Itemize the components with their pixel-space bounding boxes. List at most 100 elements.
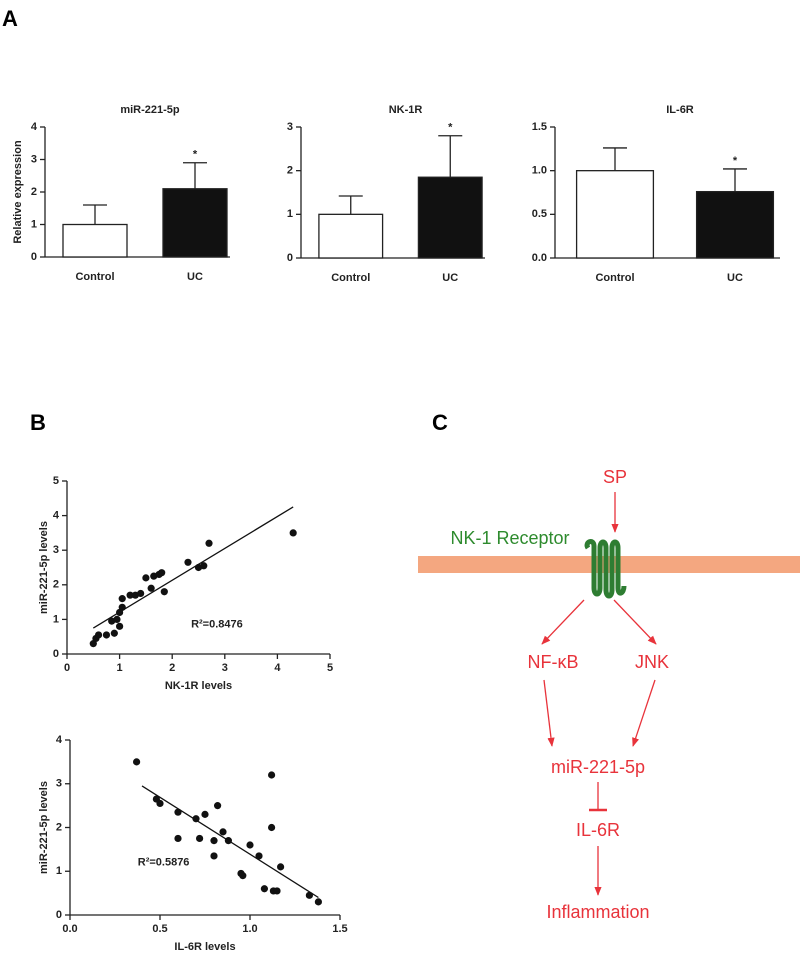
y-tick-label: 0.0 bbox=[532, 252, 547, 264]
x-tick-label: 0.5 bbox=[152, 923, 167, 935]
point bbox=[118, 595, 126, 603]
point bbox=[174, 834, 182, 843]
node: NF-κB bbox=[528, 652, 579, 672]
point bbox=[116, 622, 124, 630]
y-tick-label: 0 bbox=[287, 252, 293, 264]
x-axis-label: IL-6R levels bbox=[174, 941, 235, 953]
point bbox=[201, 810, 209, 818]
x-tick-label: Control bbox=[595, 272, 634, 284]
node: JNK bbox=[635, 652, 669, 672]
annotation: R²=0.8476 bbox=[191, 618, 243, 630]
y-tick-label: 1.0 bbox=[532, 165, 547, 177]
x-tick-label: 4 bbox=[274, 662, 281, 674]
receptor-label: NK-1 Receptor bbox=[450, 528, 569, 548]
point bbox=[214, 802, 222, 810]
point bbox=[205, 539, 213, 547]
point bbox=[260, 885, 268, 893]
charts: 0 1 2 3 4 Relative expression miR-221-5p Contro… bbox=[12, 104, 780, 953]
x-tick-label: 0.0 bbox=[62, 923, 77, 935]
y-axis-label: miR-221-5p levels bbox=[38, 521, 50, 614]
x-axis-label: NK-1R levels bbox=[165, 680, 232, 692]
y-tick-label: 1 bbox=[53, 613, 59, 625]
point bbox=[192, 815, 200, 823]
point bbox=[273, 887, 281, 895]
point bbox=[305, 891, 313, 899]
point bbox=[219, 828, 227, 836]
significance-mark: * bbox=[193, 149, 198, 161]
point bbox=[142, 574, 150, 582]
point bbox=[224, 837, 232, 845]
point bbox=[113, 615, 121, 624]
node: Inflammation bbox=[546, 902, 649, 922]
point bbox=[239, 872, 247, 880]
point bbox=[158, 569, 166, 577]
node: miR-221-5p bbox=[551, 757, 645, 777]
point bbox=[133, 758, 141, 766]
y-tick-label: 2 bbox=[56, 821, 62, 833]
point bbox=[184, 558, 192, 566]
point bbox=[210, 837, 218, 845]
panel-label: A bbox=[2, 6, 18, 31]
x-tick-label: 1 bbox=[117, 662, 123, 674]
bar bbox=[318, 213, 384, 259]
bar bbox=[62, 223, 128, 258]
point bbox=[110, 629, 118, 637]
y-tick-label: 0 bbox=[31, 251, 37, 263]
point bbox=[200, 562, 208, 570]
y-tick-label: 3 bbox=[56, 778, 62, 790]
arrows bbox=[541, 492, 657, 896]
point bbox=[160, 588, 168, 596]
bar bbox=[417, 176, 483, 259]
trendline bbox=[92, 506, 294, 629]
y-tick-label: 4 bbox=[31, 121, 38, 133]
x-tick-label: 0 bbox=[64, 662, 70, 674]
y-tick-label: 2 bbox=[53, 579, 59, 591]
y-axis-label: miR-221-5p levels bbox=[38, 781, 50, 874]
x-tick-label: Control bbox=[331, 272, 370, 284]
y-tick-label: 1 bbox=[287, 208, 293, 220]
y-tick-label: 5 bbox=[53, 475, 59, 487]
significance-mark: * bbox=[733, 155, 738, 167]
point bbox=[289, 529, 297, 537]
pathway-diagram: SP NK-1 Receptor NF-κB JNK miR-221-5p IL… bbox=[418, 467, 800, 922]
y-tick-label: 0 bbox=[56, 909, 62, 921]
point bbox=[126, 591, 134, 599]
node: IL-6R bbox=[576, 820, 620, 840]
point bbox=[147, 584, 155, 592]
x-tick-label: 5 bbox=[327, 662, 333, 674]
y-axis-label: Relative expression bbox=[12, 140, 24, 244]
point bbox=[196, 834, 204, 843]
point bbox=[268, 771, 276, 779]
point bbox=[118, 603, 126, 611]
point bbox=[156, 799, 164, 808]
membrane bbox=[418, 556, 800, 573]
point bbox=[255, 852, 263, 860]
point bbox=[268, 823, 276, 832]
point bbox=[94, 631, 103, 639]
y-tick-label: 0 bbox=[53, 648, 59, 660]
ligand: SP bbox=[603, 467, 627, 487]
point bbox=[277, 863, 285, 871]
x-tick-label: UC bbox=[727, 272, 743, 284]
receptor bbox=[584, 539, 627, 599]
panel-label: B bbox=[30, 410, 46, 435]
x-tick-label: 2 bbox=[169, 662, 175, 674]
point bbox=[174, 808, 182, 816]
y-tick-label: 0.5 bbox=[532, 208, 547, 220]
bar bbox=[575, 170, 655, 259]
y-tick-label: 2 bbox=[31, 186, 37, 198]
y-tick-label: 3 bbox=[287, 121, 293, 133]
bar bbox=[695, 190, 775, 259]
y-tick-label: 1 bbox=[31, 218, 37, 230]
point bbox=[314, 898, 322, 906]
point bbox=[210, 852, 218, 860]
x-tick-label: 3 bbox=[222, 662, 228, 674]
chart-title: NK-1R bbox=[389, 104, 423, 116]
annotation: R²=0.5876 bbox=[138, 856, 190, 868]
y-tick-label: 4 bbox=[53, 510, 60, 522]
point bbox=[102, 631, 111, 639]
x-tick-label: UC bbox=[442, 272, 458, 284]
x-tick-label: 1.0 bbox=[242, 923, 257, 935]
y-tick-label: 3 bbox=[31, 153, 37, 165]
